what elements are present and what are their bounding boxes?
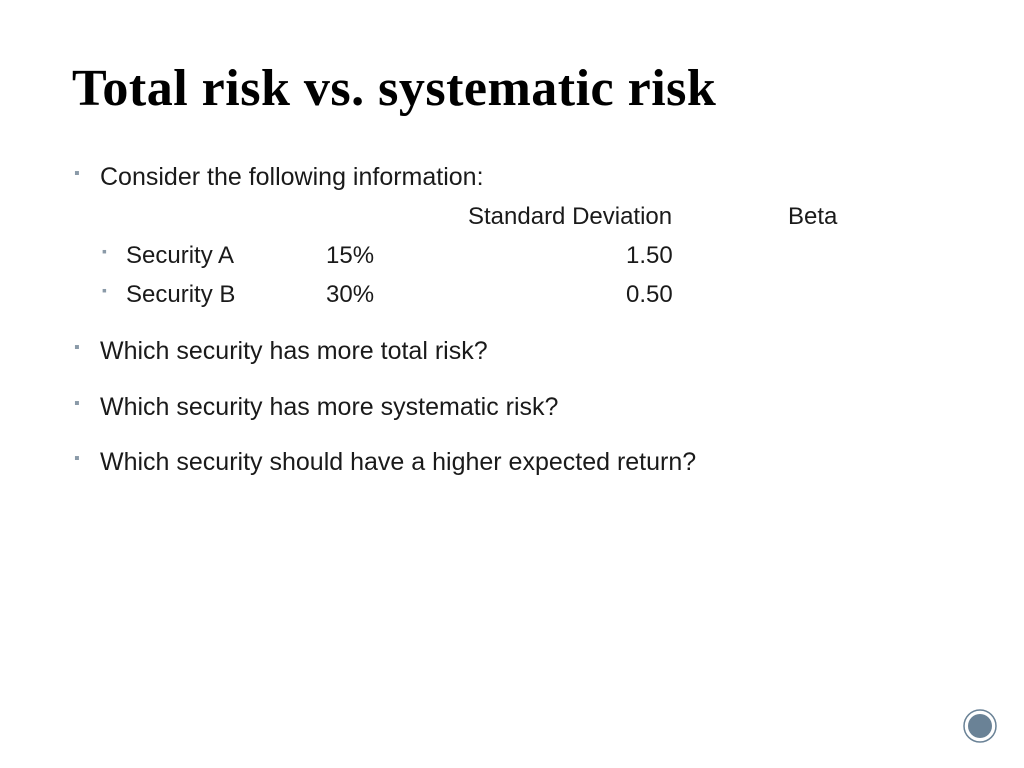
slide: Total risk vs. systematic risk Consider …: [0, 0, 1024, 768]
table-header-beta: Beta: [788, 201, 908, 233]
security-beta: 1.50: [626, 239, 746, 274]
security-beta: 0.50: [626, 278, 746, 313]
table-header-blank: [128, 201, 468, 233]
security-name: Security B: [126, 278, 326, 313]
table-header-stddev: Standard Deviation: [468, 201, 788, 233]
decorative-corner-icon: [962, 708, 998, 744]
question-text: Which security has more total risk?: [100, 337, 488, 365]
intro-text: Consider the following information:: [100, 163, 484, 191]
table-row: Security A 15% 1.50: [100, 239, 952, 274]
security-list: Security A 15% 1.50 Security B 30% 0.50: [100, 239, 952, 313]
question-item: Which security has more total risk?: [72, 335, 952, 369]
slide-title: Total risk vs. systematic risk: [72, 60, 952, 117]
question-item: Which security has more systematic risk?: [72, 391, 952, 425]
question-item: Which security should have a higher expe…: [72, 446, 952, 480]
table-header-row: Standard Deviation Beta: [100, 201, 952, 233]
table-row: Security B 30% 0.50: [100, 278, 952, 313]
intro-item: Consider the following information: Stan…: [72, 161, 952, 313]
security-stddev: 30%: [326, 278, 626, 313]
question-text: Which security has more systematic risk?: [100, 393, 558, 421]
bullet-list: Consider the following information: Stan…: [72, 161, 952, 480]
question-text: Which security should have a higher expe…: [100, 448, 696, 476]
security-stddev: 15%: [326, 239, 626, 274]
security-name: Security A: [126, 239, 326, 274]
